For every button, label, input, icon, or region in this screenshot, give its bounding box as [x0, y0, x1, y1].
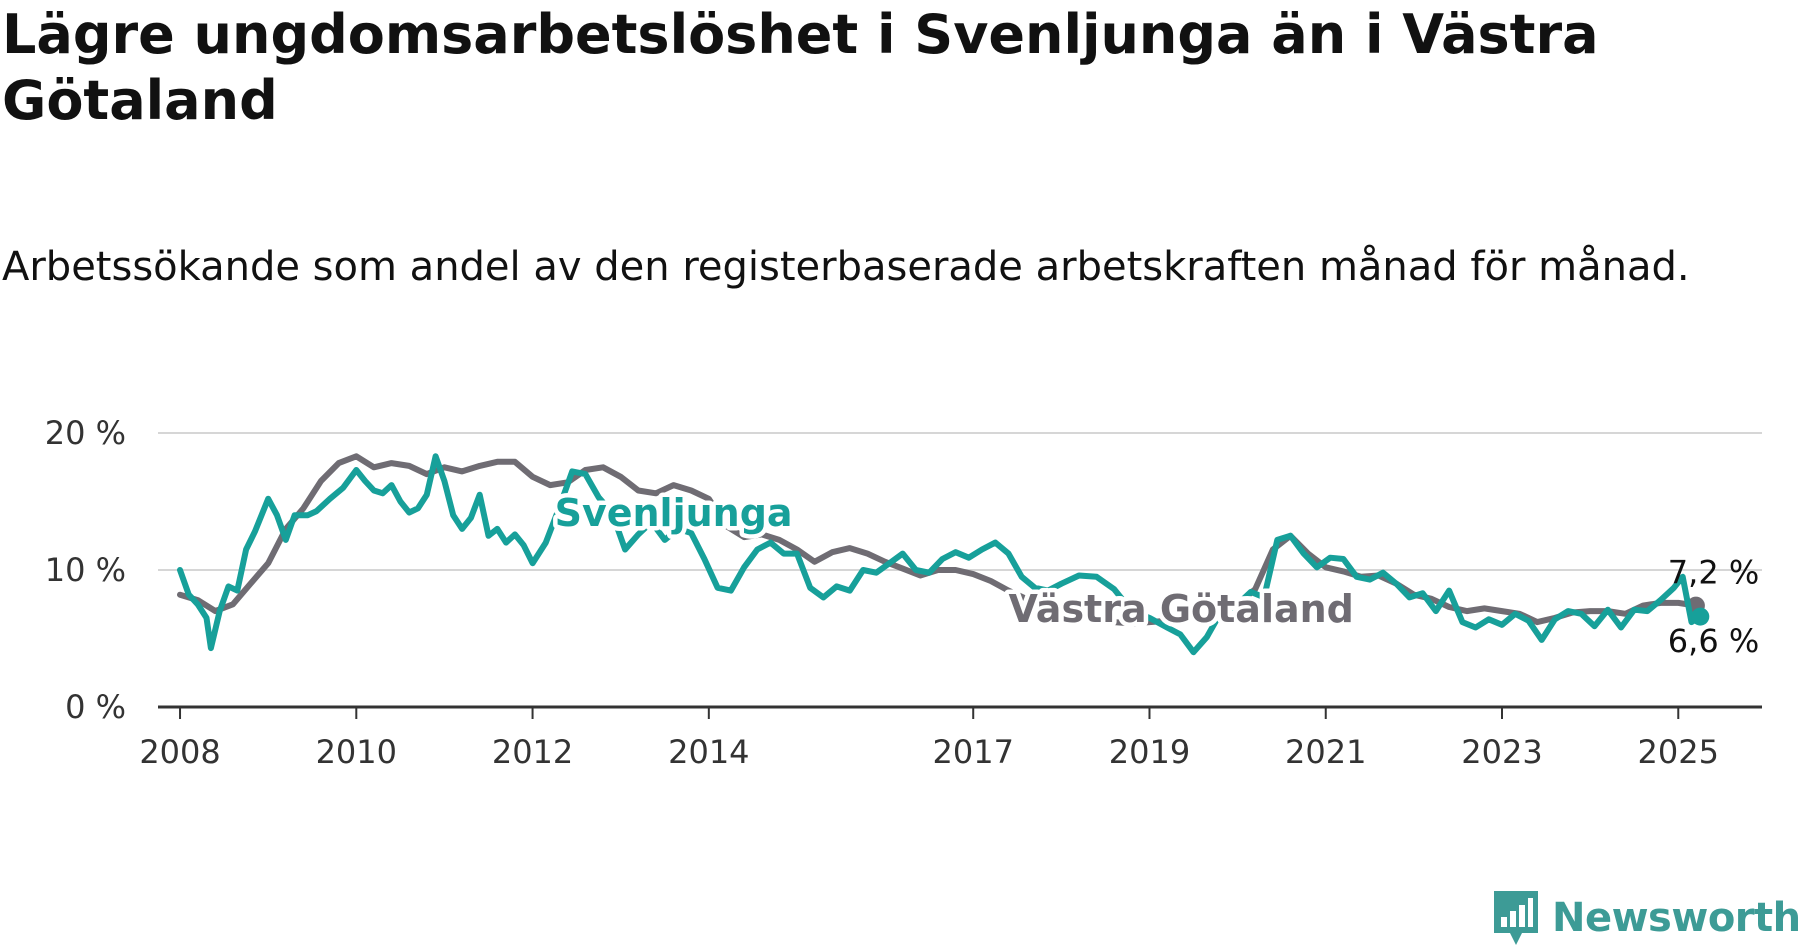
x-tick-label: 2010 — [316, 733, 397, 771]
x-tick-label: 2012 — [492, 733, 573, 771]
newsworthy-logo-icon — [1494, 891, 1538, 945]
end-point-svenljunga — [1691, 607, 1710, 626]
x-tick-label: 2014 — [668, 733, 749, 771]
x-tick-label: 2023 — [1461, 733, 1542, 771]
series-label-svenljunga: Svenljunga — [555, 491, 793, 535]
y-tick-label: 10 % — [45, 551, 126, 589]
series-line-svenljunga — [177, 453, 1704, 656]
x-tick-label: 2025 — [1638, 733, 1719, 771]
series-lines — [177, 453, 1710, 656]
end-label-vastra-gotaland: 7,2 % — [1668, 554, 1759, 592]
x-tick-label: 2019 — [1109, 733, 1190, 771]
y-tick-label: 20 % — [45, 414, 126, 452]
brand-name: Newsworthy — [1552, 895, 1800, 941]
x-tick-label: 2017 — [933, 733, 1014, 771]
end-label-svenljunga: 6,6 % — [1668, 622, 1759, 660]
y-tick-label: 0 % — [65, 688, 126, 726]
series-label-vastra-gotaland: Västra Götaland — [1008, 587, 1353, 631]
line-chart: Svenljunga Västra Götaland 7,2 % 6,6 % 0 % 1… — [45, 414, 1762, 771]
brand-logo: Newsworthy — [1492, 886, 1800, 950]
axis-ticks: 0 % 10 % 20 % 2008 2010 2012 2014 2017 2019 2021 2… — [45, 414, 1719, 771]
x-tick-label: 2008 — [139, 733, 220, 771]
series-line-vastra-gotaland — [177, 453, 1699, 627]
series-labels: Svenljunga Västra Götaland 7,2 % 6,6 % — [550, 487, 1759, 661]
chart-title: Lägre ungdomsarbetslöshet i Svenljunga ä… — [2, 3, 1599, 132]
x-tick-label: 2021 — [1285, 733, 1366, 771]
chart-subtitle: Arbetssökande som andel av den registerb… — [2, 244, 1690, 290]
